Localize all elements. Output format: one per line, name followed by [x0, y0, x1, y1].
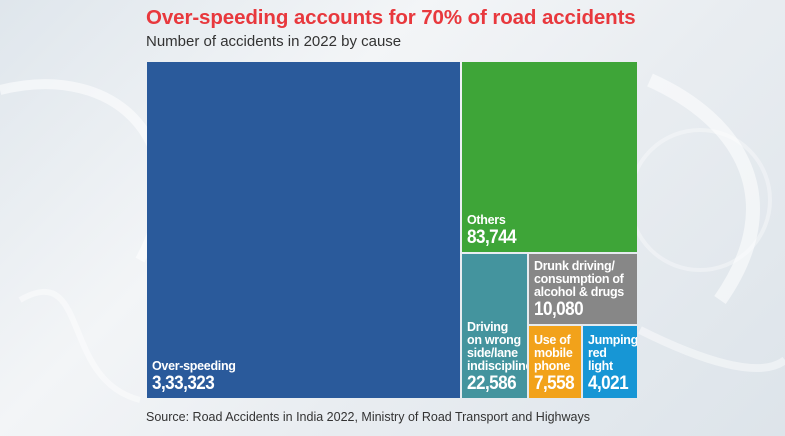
tile-label: Drunk driving/ consumption of alcohol & … — [534, 259, 624, 299]
treemap-tile-over-speeding: Over-speeding 3,33,323 — [147, 62, 460, 398]
tile-label: Jumping red light — [588, 333, 637, 373]
tile-value: 22,586 — [467, 373, 517, 394]
treemap-tile-driving-on-wrong-side-lane-indiscipline: Driving on wrong side/lane indiscipline 2… — [462, 254, 527, 398]
tile-value: 4,021 — [588, 373, 629, 394]
chart-subtitle: Number of accidents in 2022 by cause — [146, 33, 402, 50]
treemap-tile-use-of-mobile-phone: Use of mobile phone 7,558 — [529, 326, 581, 398]
tile-label: Use of mobile phone — [534, 333, 573, 373]
tile-value: 83,744 — [467, 227, 517, 248]
tile-value: 7,558 — [534, 373, 575, 394]
treemap-tile-drunk-driving-consumption-of-alcohol-drugs: Drunk driving/ consumption of alcohol & … — [529, 254, 637, 324]
tile-value: 10,080 — [534, 299, 584, 320]
chart-title: Over-speeding accounts for 70% of road a… — [146, 6, 636, 29]
treemap-tile-others: Others 83,744 — [462, 62, 637, 252]
source-note: Source: Road Accidents in India 2022, Mi… — [146, 410, 590, 424]
tile-label: Over-speeding — [152, 359, 236, 373]
tile-value: 3,33,323 — [152, 373, 215, 394]
tile-label: Others — [467, 213, 506, 227]
treemap-tile-jumping-red-light: Jumping red light 4,021 — [583, 326, 637, 398]
tile-label: Driving on wrong side/lane indiscipline — [467, 320, 527, 373]
